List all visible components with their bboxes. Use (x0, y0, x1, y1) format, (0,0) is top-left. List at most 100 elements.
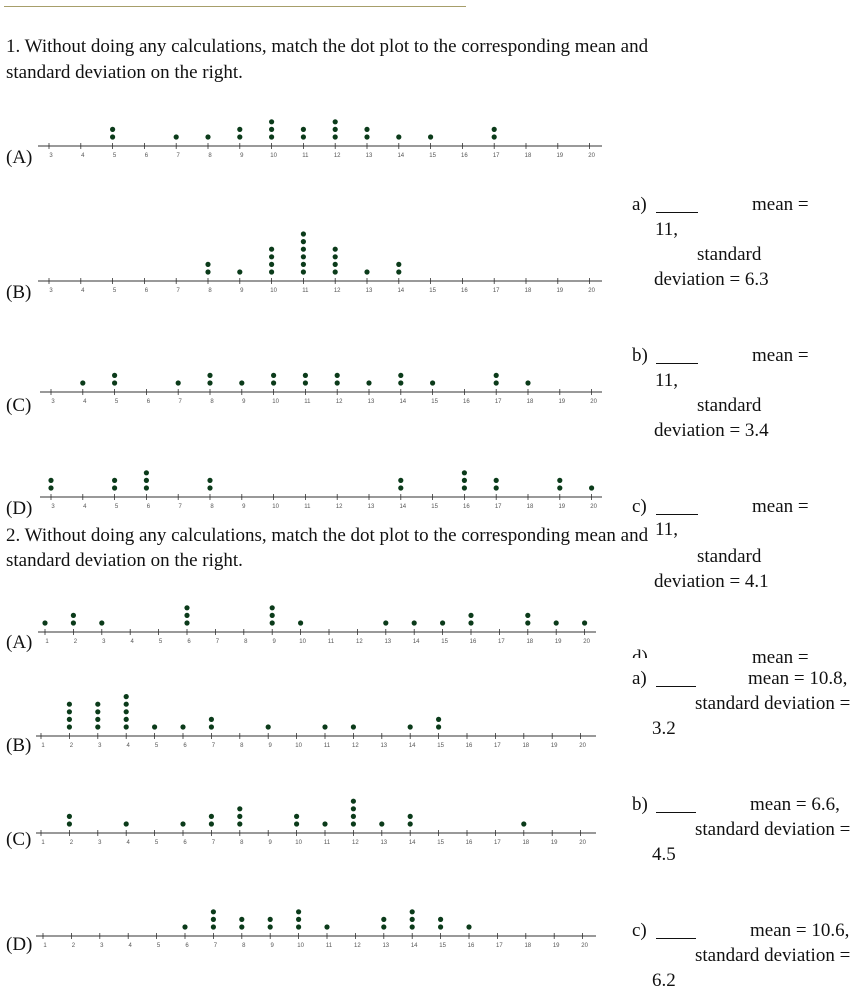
q2-plot-d-dot (210, 909, 216, 915)
q1-plot-c-dot (112, 372, 118, 378)
q1-plot-a-tick-label: 19 (556, 153, 563, 159)
q1-plot-d-tick-label: 8 (210, 504, 214, 510)
q1-option-b-mean-value: 11, (655, 370, 679, 391)
q2-plot-b-dot (123, 709, 129, 715)
q1-plot-b-dot (332, 246, 338, 252)
q1-option-a-answer-blank[interactable] (656, 196, 698, 213)
q2-plot-a-dot (411, 620, 417, 626)
q1-plot-a-tick-label: 3 (49, 153, 53, 159)
q1-plot-b-dot (300, 246, 306, 252)
q1-plot-c-tick-label: 7 (179, 399, 183, 405)
q1-plot-b-dot (332, 254, 338, 260)
q1-plot-d-tick-label: 5 (115, 504, 119, 510)
q1-plot-b-tick-label: 4 (81, 288, 85, 294)
q2-plot-c-tick-label: 20 (579, 840, 586, 846)
q2-plot-b-tick-label: 18 (522, 743, 529, 749)
q2-plot-d-tick-label: 8 (242, 943, 246, 949)
q2-option-b-answer-blank[interactable] (656, 796, 696, 813)
q2-plot-a-dot (582, 620, 588, 626)
q1-plot-b-dot (300, 261, 306, 267)
q1-plot-a-tick-label: 8 (208, 153, 212, 159)
q1-option-b-answer-blank[interactable] (656, 347, 698, 364)
q2-plot-a-tick-label: 19 (555, 639, 562, 645)
q2-plot-d-tick-label: 10 (297, 943, 304, 949)
q2-plot-d-tick-label: 14 (411, 943, 418, 949)
q2-plot-d-dot (296, 916, 302, 923)
q1-option-a-letter: a) (632, 194, 647, 215)
q1-option-c-answer-blank[interactable] (656, 498, 698, 515)
q1-plot-a-tick-label: 10 (270, 153, 277, 159)
q2-option-c-answer-blank[interactable] (656, 922, 696, 939)
q2-plot-a-tick-label: 5 (159, 639, 163, 645)
q2-plot-b-dot (123, 716, 129, 723)
q2-plot-c-dot (123, 821, 129, 827)
q2-option-a-answer-blank[interactable] (656, 670, 696, 687)
q2-plot-c-tick-label: 16 (466, 840, 473, 846)
q1-plot-b-tick-label: 12 (334, 288, 341, 294)
q1-plot-d-dot (143, 477, 149, 483)
q1-plot-d-tick-label: 3 (51, 504, 55, 510)
q1-plot-a-dot (364, 134, 370, 140)
q2-plot-c-tick-label: 10 (295, 840, 302, 846)
q2-plot-b-tick-label: 9 (269, 743, 273, 749)
q2-plot-d-tick-label: 17 (496, 943, 503, 949)
q2-plot-a-dot (525, 612, 531, 619)
q1-plot-d-dot (589, 485, 595, 491)
q1-plot-b-dot (332, 269, 338, 275)
q1-plot-c-tick-label: 5 (115, 399, 119, 405)
q1-plot-c-dot (271, 372, 277, 378)
q1-plot-c-tick-label: 15 (431, 399, 438, 405)
q1-plot-d-dot (143, 470, 149, 476)
q2-plot-b-tick-label: 3 (98, 743, 102, 749)
q1-plot-a-tick-label: 17 (493, 153, 500, 159)
q2-plot-b-dot (322, 724, 328, 730)
q2-prompt-line1: 2. Without doing any calculations, match… (6, 525, 649, 546)
q1-plot-b-dot (237, 269, 243, 275)
q2-plot-c-tick-label: 5 (155, 840, 159, 846)
q1-plot-c-tick-label: 18 (527, 399, 534, 405)
q2-plot-b-dot (208, 724, 214, 730)
q1-plot-b-tick-label: 16 (461, 288, 468, 294)
q2-plot-d-dot (267, 924, 273, 930)
q1-plot-b-tick-label: 6 (145, 288, 149, 294)
q2-plot-a-tick-label: 13 (384, 639, 391, 645)
q1-plot-c-dot (112, 380, 118, 386)
q1-plot-b-tick-label: 19 (556, 288, 563, 294)
q2-plot-b-dot (95, 709, 101, 715)
q1-plot-c-dot (366, 380, 372, 386)
q2-plot-d-dot (267, 916, 273, 923)
q1-plot-a-tick-label: 12 (334, 153, 341, 159)
q2-plot-c-tick-label: 15 (437, 840, 444, 846)
q1-plot-b-dot (269, 254, 275, 260)
q2-plot-a-dot (184, 612, 190, 619)
q2-plot-c-tick-label: 13 (380, 840, 387, 846)
q2-plot-a-tick-label: 2 (74, 639, 78, 645)
q2-plot-a-tick-label: 1 (45, 639, 49, 645)
q2-plot-b-tick-label: 4 (127, 743, 131, 749)
q2-plot-a-label: (A) (6, 632, 33, 653)
q2-plot-d-tick-label: 4 (129, 943, 133, 949)
q1-plot-d-tick-label: 20 (590, 504, 597, 510)
q1-plot-d-tick-label: 14 (399, 504, 406, 510)
q1-plot-b-label: (B) (6, 282, 32, 303)
q1-plot-a-dot (237, 134, 243, 140)
q1-plot-a-tick-label: 11 (302, 153, 309, 159)
q1-option-b-mean-label: mean = (752, 345, 809, 366)
q1-option-a-sd-value: deviation = 6.3 (654, 269, 769, 290)
q1-plot-d-tick-label: 7 (179, 504, 183, 510)
q1-plot-b-tick-label: 15 (429, 288, 436, 294)
q1-prompt-line2: standard deviation on the right. (6, 62, 243, 83)
q2-plot-a-dot (42, 620, 48, 626)
q1-plot-a-tick-label: 5 (113, 153, 117, 159)
q2-plot-a-tick-label: 16 (470, 639, 477, 645)
q1-option-c-sd-value: deviation = 4.1 (654, 571, 769, 592)
q1-plot-c-dot (302, 380, 308, 386)
q2-plot-c-dot (237, 806, 243, 812)
q2-plot-d-tick-label: 20 (581, 943, 588, 949)
q2-plot-d-dot (438, 924, 444, 930)
q2-plot-a-tick-label: 10 (299, 639, 306, 645)
q2-plot-a-dot (468, 620, 474, 626)
q2-plot-b-dot (350, 724, 356, 730)
q2-prompt-line2: standard deviation on the right. (6, 550, 243, 571)
